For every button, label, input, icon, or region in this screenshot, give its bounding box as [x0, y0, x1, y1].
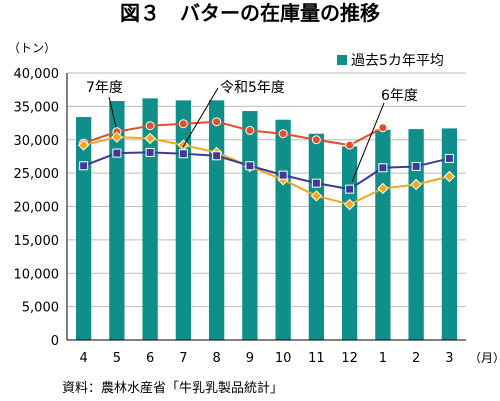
annotation-fy6-leader [351, 102, 385, 183]
data-point-diamond [410, 178, 422, 191]
y-tick-label: 20,000 [14, 201, 60, 216]
bar [375, 129, 391, 340]
data-point-circle [212, 117, 222, 127]
y-tick-label: 5,000 [22, 301, 59, 316]
axes [66, 73, 466, 341]
data-point-square [378, 163, 388, 173]
y-tick-label: 0 [51, 334, 59, 349]
data-point-circle [278, 129, 288, 139]
x-tick-label: 11 [308, 351, 325, 366]
data-point-diamond [443, 170, 456, 183]
x-tick-label: 6 [146, 351, 154, 366]
x-tick-label: 7 [179, 351, 187, 366]
x-tick-label: 8 [212, 351, 220, 366]
data-point-circle [178, 119, 188, 129]
x-tick-label: 2 [412, 351, 420, 366]
series-line [83, 120, 384, 147]
annotation-fy6: 6年度 [381, 88, 418, 104]
data-point-square [178, 149, 188, 159]
annotation-reiwa5-leader [182, 87, 219, 148]
data-point-circle [311, 135, 321, 145]
y-tick-label: 35,000 [14, 100, 60, 115]
data-point-circle [245, 125, 255, 135]
x-tick-label: 1 [379, 351, 387, 366]
series-line [83, 136, 450, 206]
bar [208, 100, 225, 341]
y-tick-label: 15,000 [14, 234, 60, 249]
bar [441, 128, 458, 340]
x-tick-label: 4 [79, 351, 87, 366]
bar [408, 129, 424, 340]
data-point-diamond [377, 182, 389, 195]
data-point-diamond [144, 132, 156, 145]
data-point-square [79, 161, 89, 171]
annotation-fy7: 7年度 [86, 80, 123, 96]
bar [109, 101, 125, 340]
data-point-diamond [111, 131, 123, 143]
chart-title: 図３ バターの在庫量の推移 [120, 1, 380, 25]
legend-label: 過去5カ年平均 [351, 53, 444, 69]
y-axis-ticks: 0 5,000 10,000 15,000 20,000 25,000 30,000 35,0… [14, 67, 60, 349]
annotations: 7年度 令和5年度 6年度 [86, 80, 418, 183]
data-point-circle [345, 140, 355, 150]
x-tick-label: 9 [246, 351, 254, 366]
x-tick-label: 5 [113, 351, 121, 366]
x-tick-label: 10 [275, 351, 292, 366]
data-point-square [278, 170, 288, 180]
data-point-diamond [77, 139, 90, 151]
data-point-square [245, 161, 255, 171]
y-tick-label: 25,000 [14, 167, 60, 182]
x-tick-label: 3 [445, 351, 453, 366]
data-point-diamond [343, 198, 356, 211]
legend: 過去5カ年平均 [337, 53, 444, 69]
bar [242, 111, 258, 340]
y-tick-label: 30,000 [14, 134, 60, 149]
annotation-fy7-leader [108, 96, 117, 128]
y-tick-label: 10,000 [14, 267, 60, 282]
x-tick-label: 12 [341, 351, 358, 366]
legend-swatch [337, 55, 347, 65]
data-point-square [345, 184, 355, 194]
y-tick-label: 40,000 [14, 67, 60, 82]
data-point-circle [378, 123, 388, 133]
annotation-reiwa5: 令和5年度 [220, 80, 285, 96]
y-axis-unit: （トン） [8, 41, 56, 55]
data-point-square [411, 161, 421, 171]
data-point-diamond [310, 190, 323, 202]
x-axis-unit: （月） [469, 351, 500, 365]
series-line [83, 151, 450, 191]
bar [341, 146, 358, 340]
data-point-square [212, 151, 222, 161]
bar [142, 98, 158, 341]
bar [308, 133, 325, 340]
data-point-circle [145, 121, 155, 131]
data-point-square [112, 148, 122, 158]
x-axis-ticks: 4 5 6 7 8 9 10 11 12 1 2 3 [79, 351, 453, 366]
bar-series [75, 98, 458, 341]
bar [75, 117, 92, 341]
data-point-square [311, 178, 321, 188]
gridlines [67, 72, 466, 308]
source-note: 資料：農林水産省「牛乳乳製品統計」 [62, 380, 283, 396]
line-series [77, 117, 456, 211]
bar [175, 100, 192, 341]
data-point-square [444, 153, 454, 163]
bar [275, 119, 291, 340]
data-point-square [145, 147, 155, 157]
